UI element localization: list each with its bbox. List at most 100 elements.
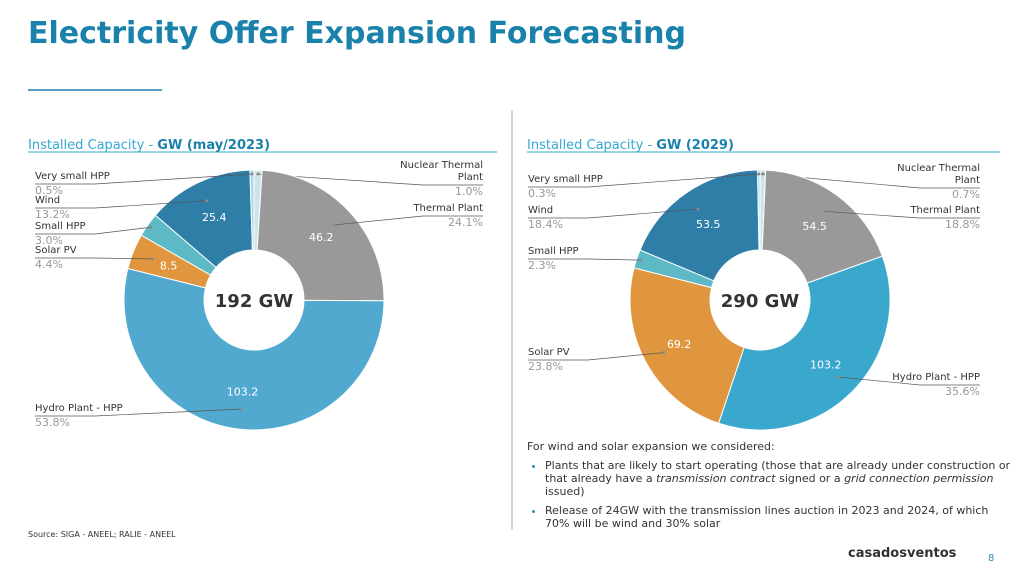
slice-label: Small HPP 3.0% — [35, 221, 86, 247]
leader-dot — [256, 172, 260, 176]
slice-name: Small HPP — [35, 221, 86, 232]
slice-name: Thermal Plant — [413, 203, 483, 214]
slice-name: Nuclear Thermal Plant — [400, 160, 483, 183]
leader-dot — [150, 257, 154, 261]
slice-name: Hydro Plant - HPP — [892, 372, 980, 383]
slice-value: 69.2 — [667, 338, 692, 351]
slice-share: 35.6% — [945, 385, 980, 398]
leader-line — [35, 173, 253, 185]
slice-label: Wind 13.2% — [35, 195, 70, 221]
slice-share: 53.8% — [35, 416, 70, 429]
chart-title-emphasis: GW (2029) — [656, 138, 734, 153]
leader-line — [762, 173, 980, 189]
slice-share: 2.3% — [528, 259, 556, 272]
leader-dot — [696, 207, 700, 211]
slice-share: 0.5% — [35, 184, 63, 197]
leader-dot — [661, 351, 665, 355]
slice-share: 4.4% — [35, 258, 63, 271]
donut-hole — [710, 250, 810, 350]
slice-name: Solar PV — [35, 245, 77, 256]
chart-title-text: Installed Capacity - — [527, 138, 653, 153]
leader-line — [334, 215, 483, 226]
slice-value: 46.2 — [309, 231, 334, 244]
leader-dot — [250, 172, 254, 176]
leader-line — [35, 200, 207, 209]
slice-label: Nuclear Thermal Plant 1.0% — [373, 160, 483, 198]
leader-dot — [638, 258, 642, 262]
slice-value: 54.5 — [802, 220, 827, 233]
leader-line — [528, 173, 759, 188]
leader-dot — [823, 209, 827, 213]
slice-name: Very small HPP — [528, 174, 603, 185]
slice-share: 18.8% — [945, 218, 980, 231]
bullet: Plants that are likely to start operatin… — [545, 459, 1012, 498]
center-label: 290 GW — [721, 291, 800, 312]
slice-name: Solar PV — [528, 347, 570, 358]
slice-name: Very small HPP — [35, 171, 110, 182]
slice-label: Very small HPP 0.5% — [35, 171, 110, 197]
slice-share: 13.2% — [35, 208, 70, 221]
center-label: 192 GW — [215, 291, 294, 312]
bullet-text: signed or a — [775, 472, 845, 485]
page-number: 8 — [988, 553, 995, 564]
chart-title: Installed Capacity - GW (2029) — [527, 138, 734, 153]
leader-line — [528, 352, 664, 361]
leader-line — [35, 257, 152, 260]
slice-name: Nuclear Thermal Plant — [897, 163, 980, 186]
donut-hole — [204, 250, 304, 350]
slice-name: Wind — [35, 195, 61, 206]
slice-label: Solar PV 23.8% — [528, 347, 570, 373]
slice-label: Solar PV 4.4% — [35, 245, 77, 271]
slice-value: 53.5 — [696, 218, 721, 231]
slice-label: Small HPP 2.3% — [528, 246, 579, 272]
slice-value: 25.4 — [202, 211, 227, 224]
bullet-text: Plants that are likely to start operatin… — [545, 459, 1011, 485]
slice-name: Hydro Plant - HPP — [35, 403, 123, 414]
bullet-text: transmission contract — [656, 472, 776, 485]
bullet-text: grid connection permission — [844, 472, 994, 485]
leader-dot — [332, 223, 336, 227]
slice-value: 103.2 — [810, 358, 842, 371]
slice-label: Hydro Plant - HPP 53.8% — [35, 403, 123, 429]
slice-share: 18.4% — [528, 218, 563, 231]
slice-value: 8.5 — [160, 260, 178, 273]
leader-line — [35, 408, 241, 417]
slice-label: Nuclear Thermal Plant 0.7% — [870, 163, 980, 201]
leader-dot — [757, 172, 761, 176]
slice-share: 0.3% — [528, 187, 556, 200]
slice-label: Thermal Plant 18.8% — [870, 205, 980, 231]
slice-share: 24.1% — [448, 216, 483, 229]
slice-share: 1.0% — [455, 185, 483, 198]
source: Source: SIGA - ANEEL; RALIE - ANEEL — [28, 530, 176, 539]
logo: casadosventos — [848, 546, 957, 561]
slice-label: Wind 18.4% — [528, 205, 563, 231]
leader-dot — [238, 407, 242, 411]
leader-line — [528, 258, 641, 261]
leader-dot — [837, 375, 841, 379]
chart-title: Installed Capacity - GW (may/2023) — [28, 138, 270, 153]
slice-name: Thermal Plant — [910, 205, 980, 216]
chart-title-emphasis: GW (may/2023) — [157, 138, 271, 153]
leader-line — [528, 208, 699, 219]
slice-label: Thermal Plant 24.1% — [373, 203, 483, 229]
slide-title: Electricity Offer Expansion Forecasting — [28, 16, 686, 51]
chart-title-text: Installed Capacity - — [28, 138, 154, 153]
slice-share: 23.8% — [528, 360, 563, 373]
notes: For wind and solar expansion we consider… — [527, 440, 1012, 536]
slice-value: 103.2 — [227, 385, 259, 398]
leader-line — [35, 226, 152, 235]
leader-dot — [205, 199, 209, 203]
leader-line — [838, 376, 980, 386]
bullet: Release of 24GW with the transmission li… — [545, 504, 1012, 530]
slice-name: Wind — [528, 205, 554, 216]
slice-name: Small HPP — [528, 246, 579, 257]
bullet-text: issued) — [545, 485, 585, 498]
slice-share: 3.0% — [35, 234, 63, 247]
slice-label: Very small HPP 0.3% — [528, 174, 603, 200]
bullet-text: Release of 24GW with the transmission li… — [545, 504, 989, 530]
leader-dot — [149, 225, 153, 229]
bullet-list: Plants that are likely to start operatin… — [527, 459, 1012, 530]
notes-intro: For wind and solar expansion we consider… — [527, 440, 775, 453]
